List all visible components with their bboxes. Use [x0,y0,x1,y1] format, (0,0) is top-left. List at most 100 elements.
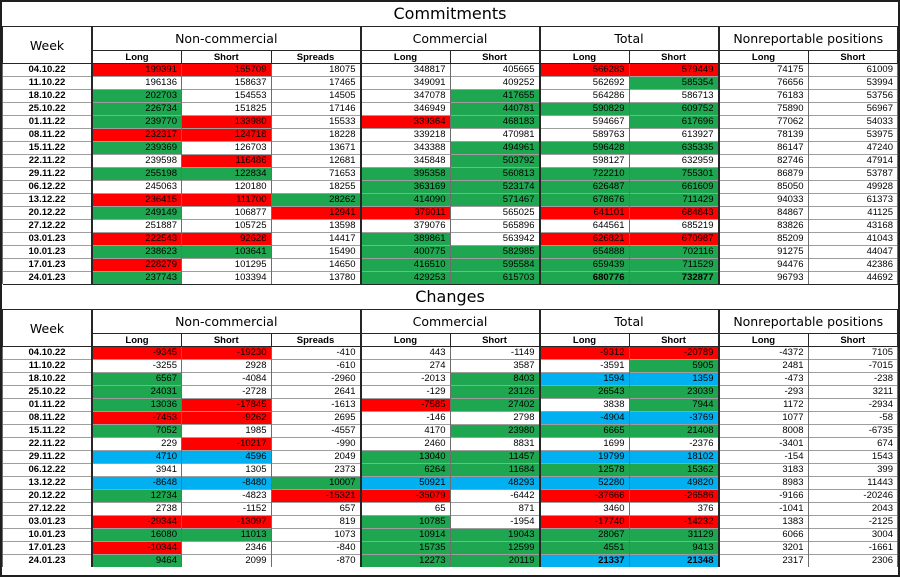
value-cell: -2013 [359,372,451,386]
value-cell: 348817 [359,63,451,77]
value-cell: 12273 [359,554,451,567]
value-cell: 24031 [91,385,182,399]
value-cell: 82746 [717,154,809,168]
value-cell: 151825 [181,102,272,116]
value-cell: 53994 [807,76,898,90]
table-row: 11.10.22 196136 158637 17465 349091 409252 562… [2,76,898,90]
value-cell: 50921 [359,476,451,490]
value-cell: 670987 [628,232,719,246]
value-cell: 31129 [628,528,719,542]
value-cell: -6735 [807,424,898,438]
value-cell: 443 [359,346,451,360]
commitments-body: 04.10.22 199391 155709 18075 348817 405665 566… [2,63,898,284]
value-cell: -146 [359,411,451,425]
week-cell: 24.01.23 [2,554,93,567]
value-cell: 43168 [807,219,898,233]
value-cell: 2306 [807,554,898,567]
value-cell: -9262 [181,411,272,425]
value-cell: 8403 [449,372,540,386]
value-cell: -37666 [538,489,630,503]
changes-subheader-row: Long Short Spreads Long Short Long Short… [3,333,898,347]
value-cell: 429253 [359,271,451,284]
value-cell: -410 [270,346,361,360]
value-cell: 42386 [807,258,898,272]
value-cell: 414090 [359,193,451,207]
value-cell: 1172 [717,398,809,412]
table-row: 03.01.23 222543 92628 14417 389861 563942 6268… [2,232,898,246]
value-cell: 13598 [270,219,361,233]
value-cell: 14417 [270,232,361,246]
value-cell: 245063 [91,180,182,194]
table-row: 27.12.22 251887 105725 13598 379076 565896 644… [2,219,898,233]
value-cell: 229 [91,437,182,451]
value-cell: 85050 [717,180,809,194]
value-cell: 417655 [449,89,540,103]
value-cell: 61373 [807,193,898,207]
value-cell: 2481 [717,359,809,373]
value-cell: 199391 [91,63,182,77]
week-cell: 25.10.22 [2,102,93,116]
value-cell: 19043 [449,528,540,542]
table-row: 27.12.22 2738 -1152 657 65 871 3460 376 -1041 204… [2,502,898,516]
value-cell: 47240 [807,141,898,155]
week-cell: 01.11.22 [2,398,93,412]
value-cell: 12578 [538,463,630,477]
value-cell: 13780 [270,271,361,284]
value-cell: 632959 [628,154,719,168]
table-row: 15.11.22 7052 1985 -4557 4170 23980 6665 21408 8… [2,424,898,438]
value-cell: 11457 [449,450,540,464]
value-cell: 52280 [538,476,630,490]
value-cell: -8480 [181,476,272,490]
table-row: 20.12.22 249149 106877 12941 379011 565025 641… [2,206,898,220]
value-cell: 17146 [270,102,361,116]
value-cell: 8983 [717,476,809,490]
value-cell: 124718 [181,128,272,142]
col-header-short: Short [807,50,898,64]
value-cell: 585354 [628,76,719,90]
value-cell: 4710 [91,450,182,464]
value-cell: 12734 [91,489,182,503]
value-cell: 468183 [449,115,540,129]
commitments-group-header-row: Week Non-commercial Commercial Total Non… [2,26,898,64]
value-cell: 613927 [628,128,719,142]
value-cell: 1077 [717,411,809,425]
value-cell: -7015 [807,359,898,373]
value-cell: -4557 [270,424,361,438]
week-cell: 11.10.22 [2,76,93,90]
value-cell: 12941 [270,206,361,220]
value-cell: 702116 [628,245,719,259]
table-row: 13.12.22 -8648 -8480 10007 50921 48293 52280 49… [2,476,898,490]
value-cell: 4551 [538,541,630,555]
value-cell: 10914 [359,528,451,542]
value-cell: 2099 [181,554,272,567]
col-header-short: Short [181,333,272,347]
table-row: 24.01.23 237743 103394 13780 429253 615703 680… [2,271,898,284]
week-cell: 04.10.22 [2,63,93,77]
section-title: Changes [2,284,898,310]
week-header: Week [2,309,93,347]
value-cell: 339218 [359,128,451,142]
value-cell: 251887 [91,219,182,233]
table-row: 22.11.22 229 -10217 -990 2460 8831 1699 -2376 -3… [2,437,898,451]
value-cell: 53787 [807,167,898,181]
value-cell: 3201 [717,541,809,555]
value-cell: 2641 [270,385,361,399]
week-cell: 11.10.22 [2,359,93,373]
col-header-spreads: Spreads [270,50,361,64]
value-cell: -8648 [91,476,182,490]
value-cell: 13040 [359,450,451,464]
value-cell: 395358 [359,167,451,181]
value-cell: 3587 [449,359,540,373]
value-cell: 15533 [270,115,361,129]
value-cell: 589763 [538,128,630,142]
week-header: Week [2,26,93,64]
value-cell: 609752 [628,102,719,116]
value-cell: 15735 [359,541,451,555]
value-cell: 1073 [270,528,361,542]
col-header-long: Long [717,333,809,347]
value-cell: 238623 [91,245,182,259]
value-cell: 470981 [449,128,540,142]
table-row: 29.11.22 4710 4596 2049 13040 11457 19799 18102… [2,450,898,464]
value-cell: 49928 [807,180,898,194]
